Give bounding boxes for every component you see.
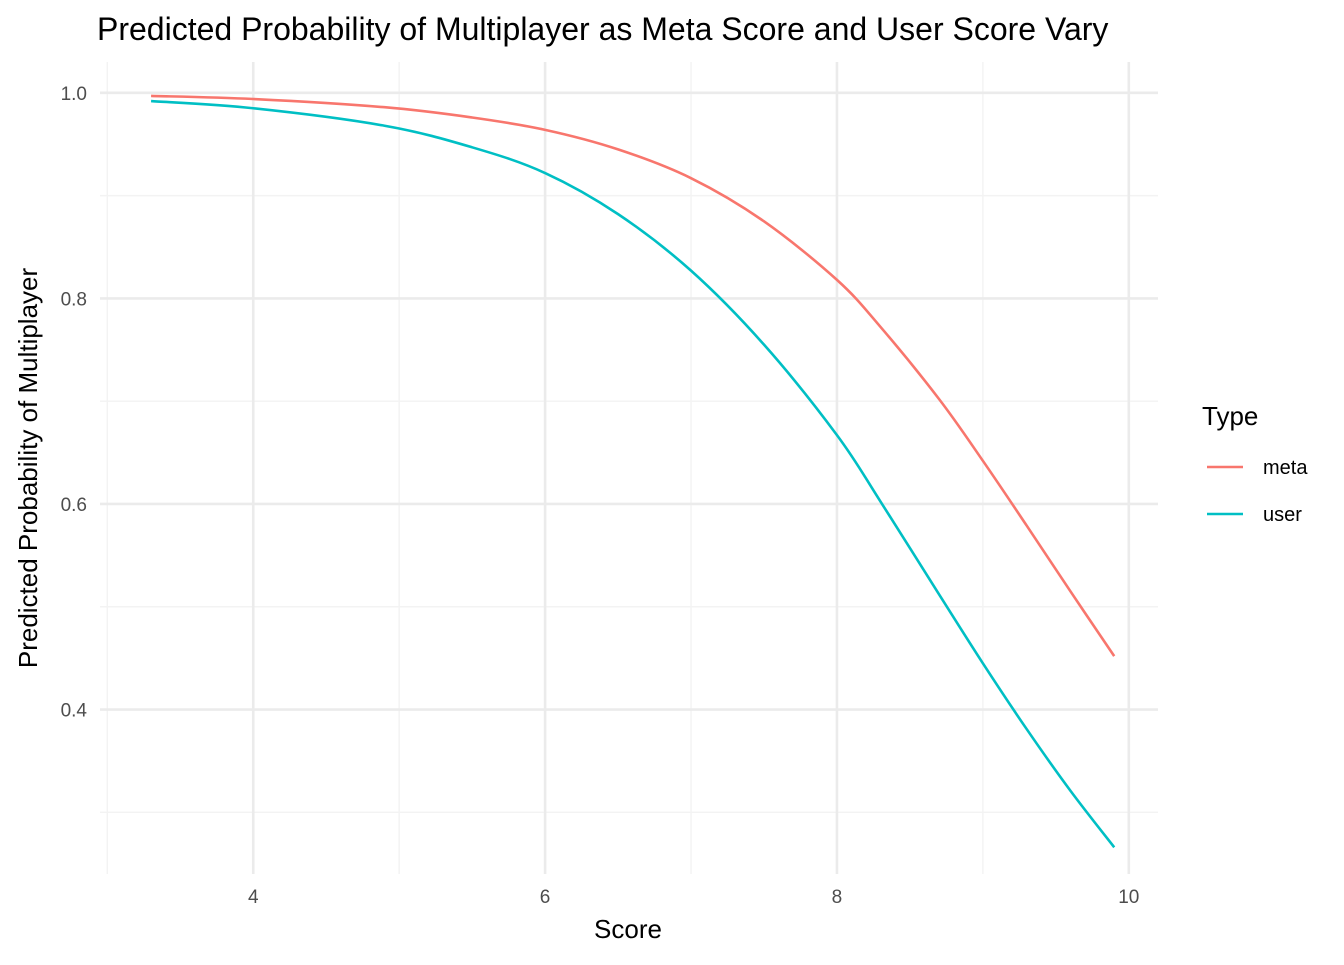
legend-items: meta user — [1207, 457, 1308, 526]
series-line-user — [150, 99, 1116, 849]
series-line-meta — [151, 94, 1116, 657]
x-axis-tick-labels: 4 6 8 10 — [248, 887, 1139, 908]
y-tick-label: 0.8 — [61, 289, 87, 310]
y-axis-tick-labels: 0.4 0.6 0.8 1.0 — [61, 84, 88, 722]
x-axis-title: Score — [594, 914, 662, 944]
minor-gridlines — [100, 62, 1158, 874]
series-lines — [150, 94, 1116, 849]
major-gridlines — [100, 62, 1158, 874]
chart-title: Predicted Probability of Multiplayer as … — [97, 11, 1108, 47]
legend-label-user: user — [1263, 504, 1302, 526]
y-tick-label: 0.6 — [61, 495, 87, 516]
legend-title: Type — [1202, 401, 1258, 431]
legend: Type meta user — [1202, 401, 1308, 526]
x-tick-label: 10 — [1118, 887, 1139, 908]
legend-label-meta: meta — [1263, 457, 1308, 479]
x-tick-label: 6 — [540, 887, 551, 908]
y-axis-title: Predicted Probability of Multiplayer — [13, 268, 43, 669]
y-tick-label: 1.0 — [61, 84, 87, 105]
x-tick-label: 8 — [832, 887, 843, 908]
y-tick-label: 0.4 — [61, 701, 88, 722]
x-tick-label: 4 — [248, 887, 259, 908]
